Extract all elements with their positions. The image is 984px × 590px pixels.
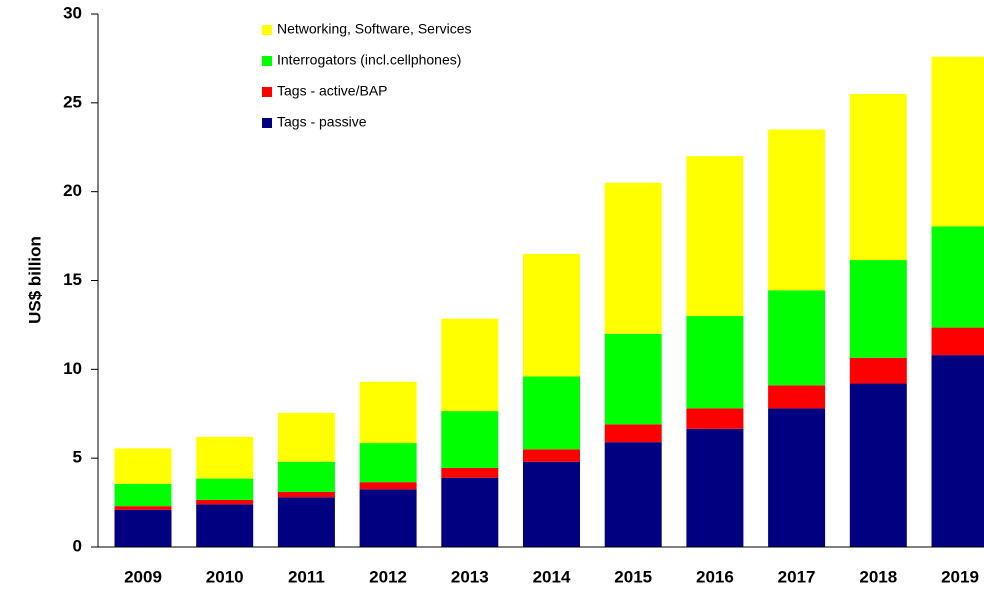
bar-segment (604, 442, 662, 547)
x-tick-label: 2017 (778, 567, 816, 586)
bar-segment (849, 93, 907, 261)
y-tick-label: 30 (63, 3, 82, 22)
bar-segment (849, 357, 907, 384)
bar-segment (604, 333, 662, 425)
bar-segment (441, 411, 499, 468)
bar-segment (604, 424, 662, 443)
x-tick-label: 2012 (369, 567, 407, 586)
x-tick-label: 2016 (696, 567, 734, 586)
bar-segment (849, 383, 907, 547)
legend-label: Tags - active/BAP (277, 83, 388, 99)
bar-segment (768, 408, 826, 547)
bar-segment (523, 461, 580, 547)
x-tick-label: 2010 (206, 567, 244, 586)
y-tick-label: 20 (63, 181, 82, 200)
x-tick-label: 2014 (533, 567, 571, 586)
bar-segment (277, 497, 335, 547)
bar-segment (196, 504, 254, 547)
bar-segment (686, 408, 744, 429)
legend-swatch (262, 56, 272, 66)
y-tick-label: 5 (73, 448, 82, 467)
y-axis-label: US$ billion (25, 236, 44, 324)
bar-segment (931, 226, 984, 328)
bar-segment (686, 316, 744, 409)
y-tick-label: 0 (73, 536, 82, 555)
x-tick-label: 2015 (614, 567, 652, 586)
legend-swatch (262, 87, 272, 97)
x-tick-label: 2019 (941, 567, 979, 586)
legend-swatch (262, 25, 272, 35)
bar-segment (768, 129, 826, 291)
bar-segment (359, 443, 417, 483)
legend-swatch (262, 118, 272, 128)
x-tick-label: 2011 (288, 567, 325, 586)
x-tick-label: 2018 (859, 567, 897, 586)
bar-segment (277, 491, 335, 498)
bar-segment (441, 467, 499, 478)
bar-segment (114, 448, 172, 484)
bar-segment (604, 182, 662, 334)
bar-segment (277, 412, 335, 462)
bar-segment (196, 478, 254, 500)
legend-label: Interrogators (incl.cellphones) (277, 52, 461, 68)
y-tick-label: 25 (63, 92, 82, 111)
bar-segment (441, 318, 499, 412)
x-tick-label: 2013 (451, 567, 489, 586)
y-tick-label: 10 (63, 359, 82, 378)
legend-label: Networking, Software, Services (277, 21, 472, 37)
bar-segment (686, 428, 744, 547)
bar-segment (686, 156, 744, 317)
legend-label: Tags - passive (277, 114, 367, 130)
bar-segment (114, 483, 172, 507)
bar-segment (931, 327, 984, 356)
bar-segment (277, 461, 335, 492)
bar-segment (359, 381, 417, 444)
bar-segment (196, 436, 254, 479)
bar-segment (849, 260, 907, 358)
bar-segment (768, 385, 826, 409)
bar-segment (359, 482, 417, 490)
bar-segment (523, 449, 580, 462)
bar-segment (359, 489, 417, 547)
bar-segment (523, 253, 580, 377)
bar-segment (114, 506, 172, 510)
bar-segment (523, 376, 580, 450)
bar-segment (768, 290, 826, 386)
x-tick-label: 2009 (124, 567, 162, 586)
bar-segment (441, 477, 499, 547)
bar-segment (196, 499, 254, 505)
bar-segment (931, 355, 984, 547)
bar-segment (931, 56, 984, 227)
y-tick-label: 15 (63, 270, 82, 289)
bar-segment (114, 509, 172, 547)
